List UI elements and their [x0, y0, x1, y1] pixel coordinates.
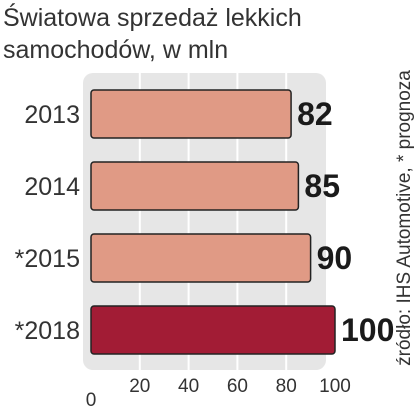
category-label: *2015	[15, 245, 80, 273]
x-axis-tick-labels: 0 20 40 60 80 100	[86, 376, 351, 411]
x-tick-label: 20	[129, 376, 150, 397]
bar-2013	[90, 89, 292, 139]
plot-background	[83, 73, 326, 370]
x-tick-label: 80	[276, 376, 297, 397]
source-note: źródło: IHS Automotive, * prognoza	[394, 70, 415, 366]
category-label: 2013	[24, 101, 80, 129]
bar-2014	[90, 161, 300, 211]
value-label: 85	[304, 168, 340, 204]
bars	[90, 89, 336, 355]
x-tick-label: 100	[319, 376, 351, 397]
value-labels: 82 85 90 100	[297, 96, 394, 348]
category-label: 2014	[24, 173, 80, 201]
value-label: 90	[317, 240, 353, 276]
x-tick-label: 40	[178, 376, 199, 397]
category-labels: 2013 2014 *2015 *2018	[15, 101, 80, 345]
value-label: 82	[297, 96, 333, 132]
category-label: *2018	[15, 317, 80, 345]
chart-title: Światowa sprzedaż lekkich samochodów, w …	[3, 4, 302, 64]
bar-forecast-2018	[90, 305, 336, 355]
x-tick-label: 60	[227, 376, 248, 397]
x-tick-label: 0	[86, 390, 97, 411]
value-label: 100	[341, 312, 394, 348]
bar-forecast-2015	[90, 233, 312, 283]
